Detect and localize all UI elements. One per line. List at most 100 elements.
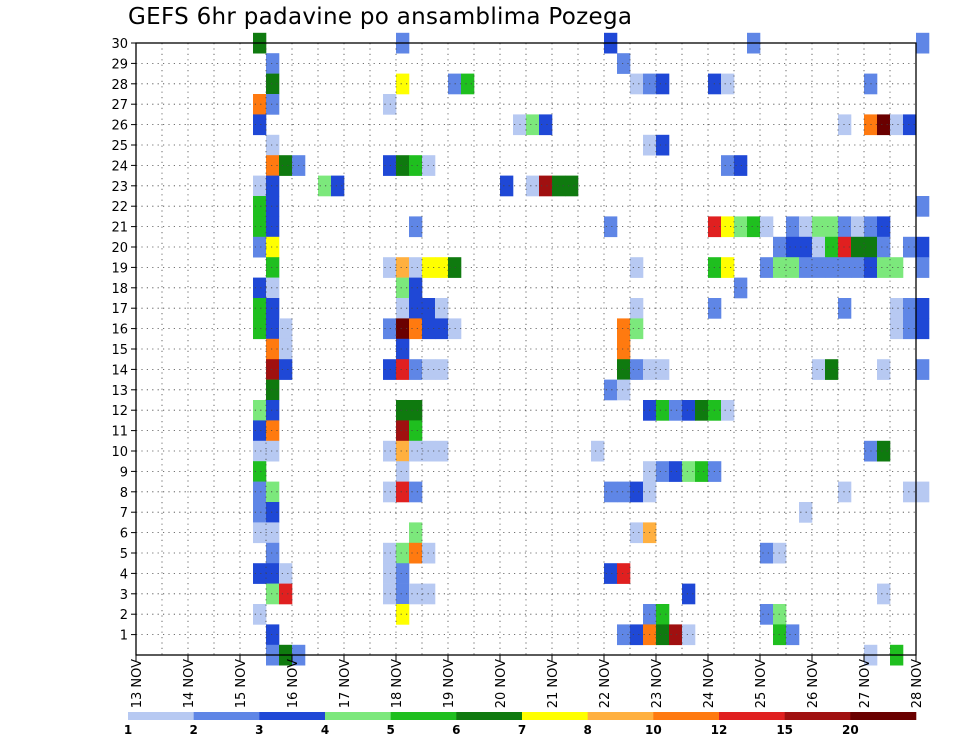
heat-cell — [591, 440, 605, 462]
heat-cell — [266, 53, 280, 74]
x-tick-label: 24 NOV — [702, 659, 717, 708]
legend-label: 20 — [842, 723, 859, 737]
legend-label: 5 — [386, 723, 394, 737]
heat-cell — [851, 236, 865, 258]
heat-cell — [253, 318, 267, 340]
heat-cell — [279, 155, 293, 176]
heat-cell — [617, 481, 631, 503]
heat-cell — [396, 298, 410, 319]
heat-cell — [266, 298, 280, 319]
heat-cell — [526, 175, 540, 197]
y-tick-label: 29 — [111, 57, 128, 72]
heat-cell — [838, 298, 852, 319]
color-legend: 1 2 3 4 5 6 7 8 10 12 15 20 — [124, 712, 917, 737]
heat-cell — [786, 624, 800, 646]
y-tick-label: 5 — [120, 547, 128, 562]
heat-cell — [396, 481, 410, 503]
chart-title: GEFS 6hr padavine po ansamblima Pozega — [128, 4, 633, 30]
heat-cell — [383, 563, 397, 584]
legend-label: 2 — [189, 723, 197, 737]
legend-label: 15 — [776, 723, 793, 737]
heat-cell — [617, 624, 631, 646]
heat-cell — [630, 73, 644, 95]
y-tick-label: 24 — [111, 159, 128, 174]
heat-cell — [630, 522, 644, 544]
legend-swatch — [719, 712, 785, 720]
heat-cell — [253, 196, 267, 217]
heat-cell — [656, 73, 670, 95]
heat-cell — [682, 624, 696, 646]
heat-cell — [409, 155, 423, 176]
heat-cell — [409, 216, 423, 238]
heat-cell — [318, 175, 332, 197]
heat-cell — [721, 73, 735, 95]
heat-cell — [630, 298, 644, 319]
heat-cell — [409, 542, 423, 564]
heat-cell — [695, 400, 709, 421]
heat-cell — [630, 257, 644, 278]
heat-cell — [890, 257, 904, 278]
y-tick-label: 14 — [111, 363, 128, 378]
y-tick-label: 18 — [111, 282, 128, 297]
y-tick-label: 9 — [120, 465, 128, 480]
x-tick-label: 19 NOV — [442, 659, 457, 708]
heat-cell — [630, 318, 644, 340]
heat-cell — [565, 175, 579, 197]
heat-cell — [760, 604, 774, 625]
legend-swatch — [325, 712, 391, 720]
heat-cell — [396, 440, 410, 462]
heat-cell — [838, 257, 852, 278]
heat-cell — [266, 502, 280, 523]
y-tick-label: 20 — [111, 241, 128, 256]
heat-cell — [812, 257, 826, 278]
heat-cell — [630, 359, 644, 380]
heat-cell — [383, 94, 397, 115]
heat-cell — [266, 542, 280, 564]
heat-cell — [266, 563, 280, 584]
heat-cell — [617, 338, 631, 360]
y-tick-label: 4 — [120, 567, 128, 582]
heat-cell — [916, 481, 930, 503]
legend-swatch — [522, 712, 588, 720]
heat-cell — [435, 359, 449, 380]
heat-cell — [656, 461, 670, 482]
heat-cell — [656, 604, 670, 625]
heat-cell — [396, 73, 410, 95]
heat-cell — [396, 583, 410, 605]
legend-label: 10 — [645, 723, 662, 737]
heat-cell — [812, 216, 826, 238]
heat-cell — [630, 624, 644, 646]
heat-cell — [890, 318, 904, 340]
heat-cell — [617, 563, 631, 584]
heat-cell — [266, 440, 280, 462]
heat-cell — [253, 461, 267, 482]
heat-cell — [266, 400, 280, 421]
x-tick-label: 23 NOV — [650, 659, 665, 708]
x-tick-label: 28 NOV — [910, 659, 925, 708]
heat-cell — [903, 298, 917, 319]
legend-label: 3 — [255, 723, 263, 737]
heat-cell — [903, 236, 917, 258]
heat-cell — [266, 73, 280, 95]
heat-cell — [396, 338, 410, 360]
heat-cell — [877, 236, 891, 258]
y-tick-label: 6 — [120, 527, 128, 542]
heat-cell — [266, 277, 280, 299]
heat-cell — [253, 277, 267, 299]
heat-cell — [747, 216, 761, 238]
heat-cell — [409, 298, 423, 319]
heat-cell — [383, 155, 397, 176]
heat-cell — [656, 624, 670, 646]
y-tick-label: 26 — [111, 119, 128, 134]
heat-cell — [604, 216, 618, 238]
heat-cell — [604, 481, 618, 503]
x-tick-label: 20 NOV — [494, 659, 509, 708]
y-tick-label: 23 — [111, 180, 128, 195]
heat-cell — [396, 604, 410, 625]
y-tick-label: 2 — [120, 608, 128, 623]
y-tick-label: 10 — [111, 445, 128, 460]
x-tick-label: 14 NOV — [182, 659, 197, 708]
heat-cell — [435, 298, 449, 319]
heat-cell — [396, 277, 410, 299]
